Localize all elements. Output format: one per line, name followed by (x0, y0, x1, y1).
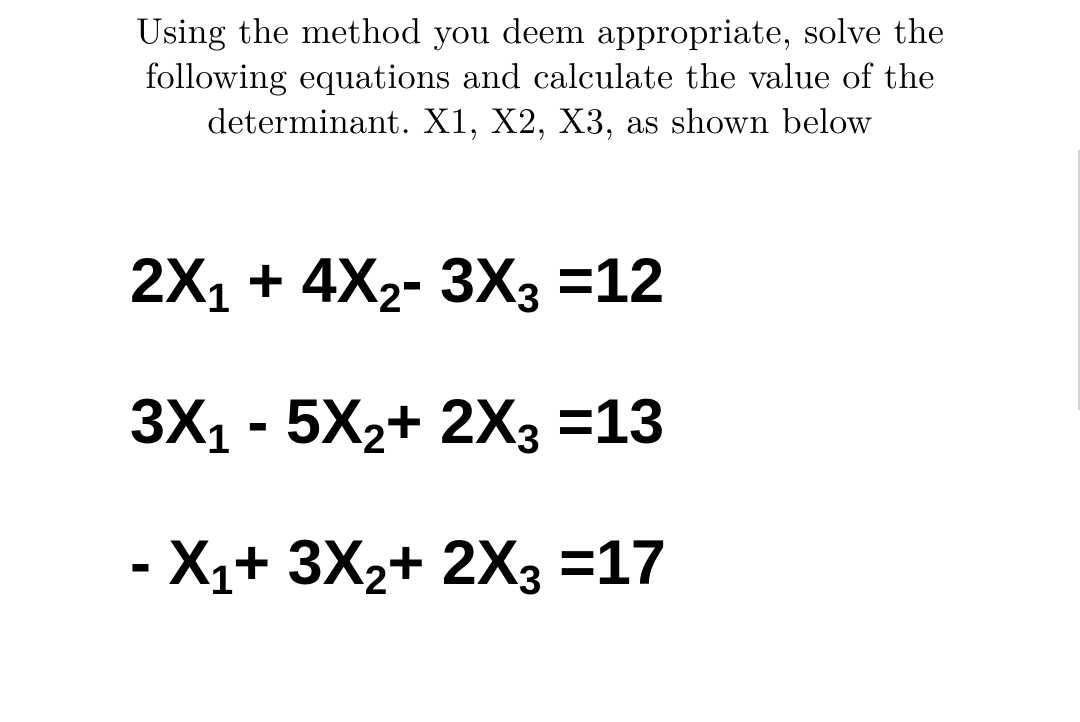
instruction-line-1: Using the method you deem appropriate, s… (136, 3, 944, 54)
page: Using the method you deem appropriate, s… (0, 0, 1080, 722)
instruction-line-3: determinant. X1, X2, X3, as shown below (207, 93, 872, 144)
equation-2: 3X1 - 5X2+ 2X3 =13 (130, 391, 1020, 454)
problem-instructions: Using the method you deem appropriate, s… (0, 6, 1080, 141)
instruction-line-2: following equations and calculate the va… (145, 48, 934, 99)
equation-1: 2X1 + 4X2- 3X3 =12 (130, 250, 1020, 313)
equation-3: - X1+ 3X2+ 2X3 =17 (130, 532, 1020, 595)
equation-system: 2X1 + 4X2- 3X3 =12 3X1 - 5X2+ 2X3 =13 - … (130, 250, 1020, 595)
